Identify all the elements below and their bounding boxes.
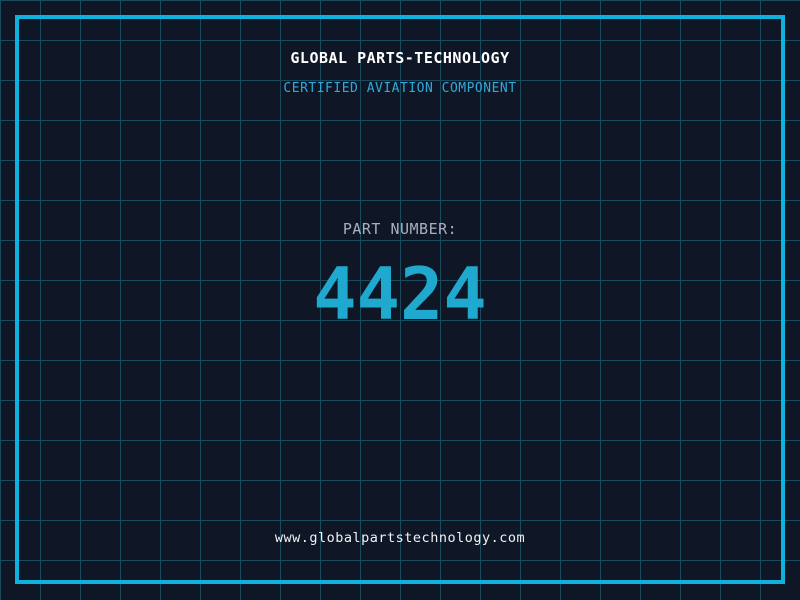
part-number-value: 4424 xyxy=(313,252,487,336)
footer-url: www.globalpartstechnology.com xyxy=(274,530,526,546)
page-title: GLOBAL PARTS-TECHNOLOGY xyxy=(290,49,510,67)
part-number-label: PART NUMBER: xyxy=(342,220,458,238)
page-subtitle: CERTIFIED AVIATION COMPONENT xyxy=(283,81,517,96)
border-frame xyxy=(15,15,785,584)
